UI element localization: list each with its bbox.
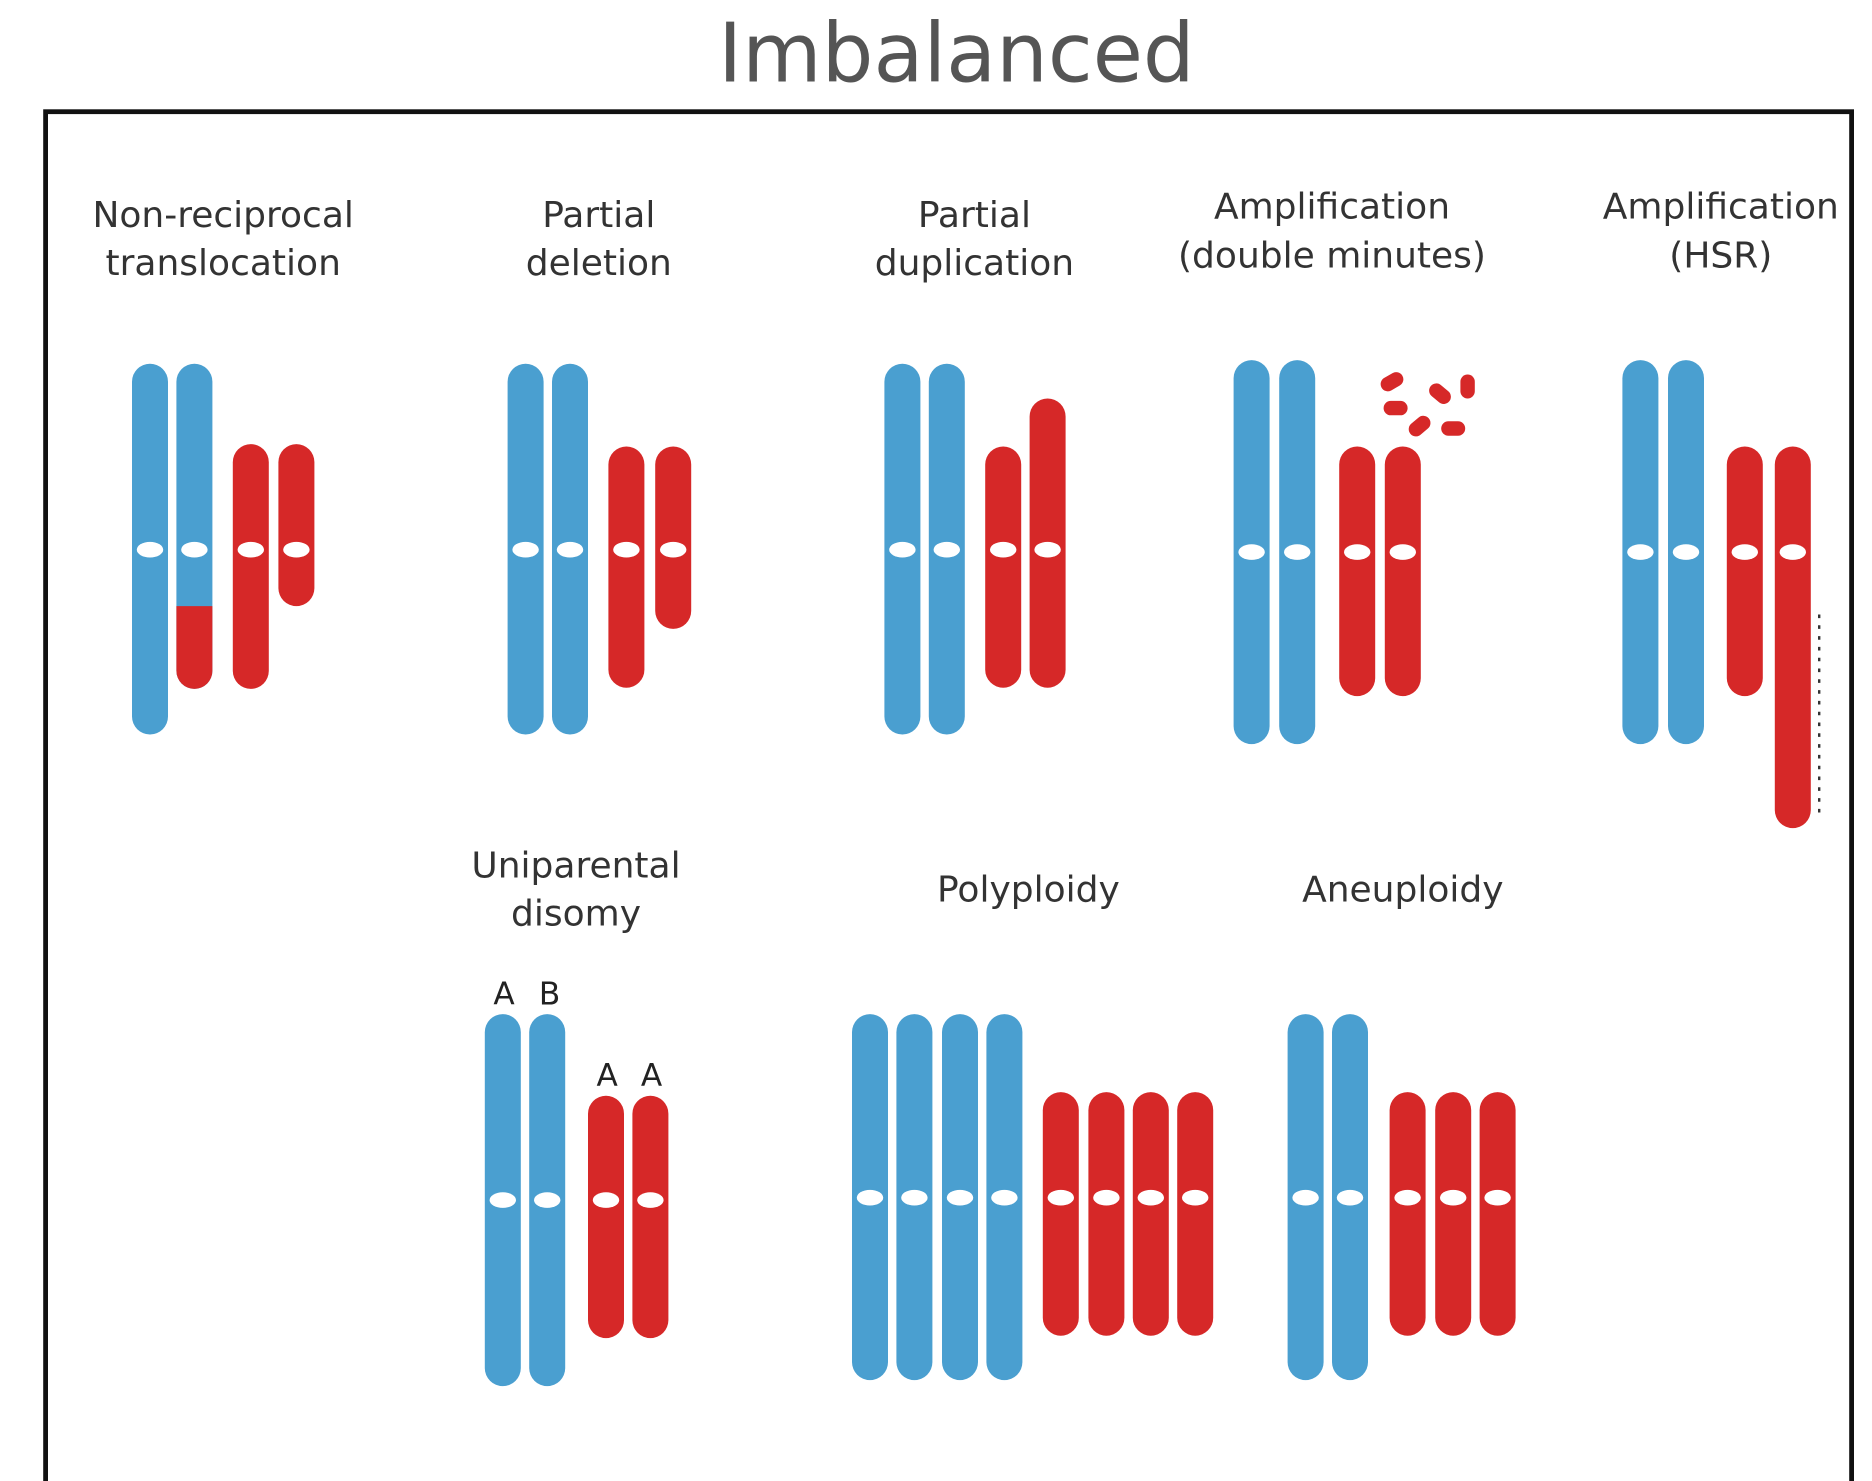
- centromere: [1732, 544, 1758, 560]
- panel-label: Amplification: [1603, 187, 1839, 228]
- centromere: [613, 542, 639, 558]
- chromosome: [1480, 1092, 1516, 1336]
- panel-label: Aneuploidy: [1302, 869, 1503, 910]
- centromere: [181, 542, 207, 558]
- panel-label: Partial: [542, 195, 655, 236]
- centromere: [1138, 1190, 1164, 1206]
- centromere: [660, 542, 686, 558]
- centromere: [1344, 544, 1370, 560]
- centromere: [238, 542, 264, 558]
- panel-label: Uniparental: [471, 845, 680, 886]
- chromosome: [1775, 447, 1811, 829]
- chromosome: [632, 1096, 668, 1338]
- centromere: [1034, 542, 1060, 558]
- centromere: [991, 1190, 1017, 1206]
- double-minute: [1426, 380, 1454, 406]
- double-minute: [1441, 421, 1465, 435]
- allele-label: A: [597, 1058, 619, 1094]
- chromosome: [1727, 447, 1763, 697]
- chromosome: [1339, 447, 1375, 697]
- title: Imbalanced: [718, 7, 1195, 102]
- chromosome: [1390, 1092, 1426, 1336]
- chromosome: [1088, 1092, 1124, 1336]
- double-minute: [1384, 401, 1408, 415]
- chromosome: [1043, 1092, 1079, 1336]
- centromere: [512, 542, 538, 558]
- panel-label: Non-reciprocal: [92, 195, 353, 236]
- figure: Imbalanced Non-reciprocal translocation …: [0, 0, 1872, 1481]
- centromere: [637, 1192, 663, 1208]
- chromosome: [1177, 1092, 1213, 1336]
- panel-label: (HSR): [1669, 236, 1772, 277]
- chromosome: [233, 444, 269, 689]
- panel-label: Partial: [918, 195, 1031, 236]
- centromere: [534, 1192, 560, 1208]
- panel-label: Polyploidy: [937, 869, 1120, 910]
- centromere: [1238, 544, 1264, 560]
- panel-label: Amplification: [1214, 187, 1450, 228]
- centromere: [990, 542, 1016, 558]
- centromere: [889, 542, 915, 558]
- chromosome: [608, 447, 644, 688]
- allele-label: B: [539, 977, 560, 1013]
- centromere: [1440, 1190, 1466, 1206]
- centromere: [934, 542, 960, 558]
- chromosome: [655, 447, 691, 629]
- double-minute: [1406, 413, 1434, 439]
- allele-label: A: [493, 977, 515, 1013]
- translocated-segment: [176, 606, 212, 689]
- panel-label: deletion: [526, 243, 672, 284]
- panel-label: duplication: [875, 243, 1074, 284]
- chromosome: [588, 1096, 624, 1338]
- centromere: [1394, 1190, 1420, 1206]
- centromere: [1284, 544, 1310, 560]
- centromere: [947, 1190, 973, 1206]
- chromosome: [1385, 447, 1421, 697]
- double-minute: [1378, 369, 1406, 393]
- centromere: [283, 542, 309, 558]
- chromosome: [985, 447, 1021, 688]
- centromere: [1484, 1190, 1510, 1206]
- centromere: [137, 542, 163, 558]
- centromere: [1093, 1190, 1119, 1206]
- double-minute: [1460, 375, 1474, 399]
- chromosome: [278, 444, 314, 606]
- centromere: [901, 1190, 927, 1206]
- centromere: [857, 1190, 883, 1206]
- centromere: [1780, 544, 1806, 560]
- centromere: [1627, 544, 1653, 560]
- centromere: [1292, 1190, 1318, 1206]
- centromere: [490, 1192, 516, 1208]
- centromere: [1390, 544, 1416, 560]
- centromere: [1673, 544, 1699, 560]
- chromosome: [1133, 1092, 1169, 1336]
- panel-label: (double minutes): [1178, 236, 1486, 277]
- chromosome: [1435, 1092, 1471, 1336]
- centromere: [593, 1192, 619, 1208]
- centromere: [1182, 1190, 1208, 1206]
- centromere: [1048, 1190, 1074, 1206]
- centromere: [1337, 1190, 1363, 1206]
- panel-label: disomy: [511, 893, 641, 934]
- centromere: [557, 542, 583, 558]
- panel-label: translocation: [106, 243, 341, 284]
- allele-label: A: [641, 1058, 663, 1094]
